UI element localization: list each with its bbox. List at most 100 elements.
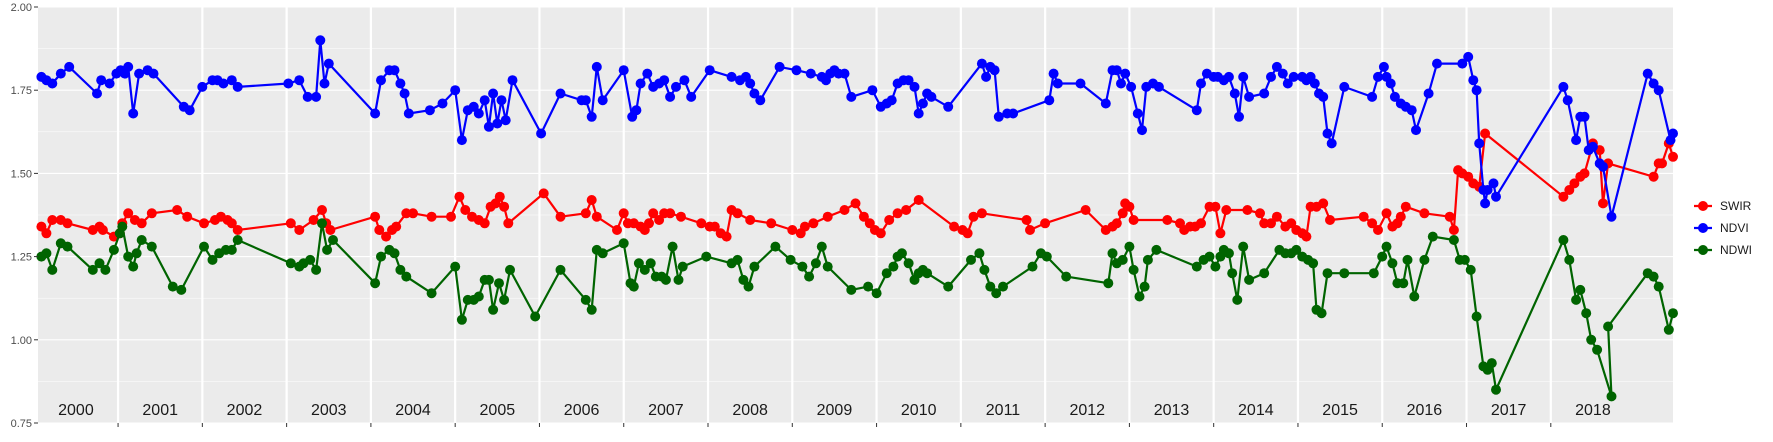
ndwi-point xyxy=(974,248,985,259)
swir-point xyxy=(308,215,319,225)
swir-point xyxy=(1358,211,1369,222)
ndvi-point xyxy=(1389,91,1400,102)
swir-point xyxy=(285,218,296,229)
swir-point xyxy=(1215,228,1226,239)
y-tick-label: 0.75 xyxy=(11,418,32,430)
swir-point xyxy=(294,225,305,235)
swir-point xyxy=(1271,211,1282,222)
swir-point xyxy=(381,231,392,242)
ndwi-point xyxy=(311,264,322,275)
ndwi-point xyxy=(785,254,796,265)
ndvi-point xyxy=(311,91,322,102)
ndvi-point xyxy=(1474,138,1485,149)
swir-point xyxy=(822,211,833,222)
ndwi-point xyxy=(1291,244,1302,255)
ndwi-point xyxy=(903,258,914,269)
ndvi-point xyxy=(591,61,602,72)
ndwi-point xyxy=(1564,254,1575,265)
ndvi-point xyxy=(134,68,145,79)
ndwi-point xyxy=(305,254,316,265)
ndvi-point xyxy=(1132,108,1143,119)
ndvi-point xyxy=(473,108,484,119)
ndwi-point xyxy=(804,271,815,282)
swir-point xyxy=(1367,218,1378,229)
legend: SWIR NDVI NDWI xyxy=(1694,199,1752,257)
year-label: 2000 xyxy=(58,402,94,419)
swir-point xyxy=(1021,215,1032,225)
ndvi-point xyxy=(1579,111,1590,122)
y-axis: 0.75 1.00 1.25 1.50 1.75 2.00 xyxy=(11,2,1552,430)
swir-point xyxy=(1301,231,1312,242)
ndwi-point xyxy=(673,274,684,285)
ndvi-point xyxy=(745,78,756,89)
ndvi-point xyxy=(774,61,785,72)
ndvi-point xyxy=(805,68,816,79)
ndwi-point xyxy=(1381,241,1392,252)
ndvi-point xyxy=(479,95,490,106)
ndvi-point xyxy=(1463,51,1474,62)
ndwi-point xyxy=(1117,254,1128,265)
swir-point xyxy=(850,198,861,209)
ndvi-point xyxy=(1373,71,1383,82)
swir-point xyxy=(612,225,622,235)
swir-point xyxy=(538,188,549,199)
swir-point xyxy=(226,218,237,229)
swir-point xyxy=(325,225,336,235)
swir-point xyxy=(1400,201,1411,212)
ndwi-point xyxy=(123,251,134,262)
legend-ndvi-marker xyxy=(1698,223,1708,233)
ndwi-point xyxy=(1223,248,1234,259)
ndwi-point xyxy=(1107,248,1118,259)
ndvi-point xyxy=(726,71,737,82)
swir-point xyxy=(555,211,566,222)
swir-point xyxy=(1648,171,1659,182)
ndvi-point xyxy=(483,121,494,132)
swir-point xyxy=(408,208,418,219)
swir-point xyxy=(696,218,707,229)
swir-point xyxy=(892,208,903,219)
ndvi-point xyxy=(909,81,920,92)
ndvi-point xyxy=(1385,78,1396,89)
swir-point xyxy=(648,208,659,219)
ndwi-point xyxy=(317,218,327,229)
swir-point xyxy=(374,225,385,235)
ndwi-point xyxy=(488,304,499,315)
swir-point xyxy=(1444,211,1455,222)
ndvi-point xyxy=(671,81,681,92)
ndwi-point xyxy=(888,261,899,272)
ndvi-point xyxy=(665,91,676,102)
ndvi-point xyxy=(618,65,629,76)
ndvi-point xyxy=(1326,138,1337,149)
ndwi-point xyxy=(822,261,833,272)
ndwi-point xyxy=(207,254,218,265)
ndvi-point xyxy=(1288,71,1299,82)
ndvi-point xyxy=(1480,198,1491,209)
ndwi-point xyxy=(483,274,494,285)
swir-point xyxy=(1210,201,1221,212)
legend-swir-marker xyxy=(1698,201,1708,211)
ndwi-point xyxy=(667,241,678,252)
ndvi-point xyxy=(64,61,75,72)
ndvi-point xyxy=(1116,78,1126,89)
ndwi-point xyxy=(494,278,504,289)
ndvi-point xyxy=(580,95,591,106)
ndwi-point xyxy=(863,281,874,292)
year-label: 2007 xyxy=(648,402,684,419)
ndvi-point xyxy=(659,75,670,86)
swir-point xyxy=(479,218,490,229)
ndvi-point xyxy=(104,78,115,89)
ndvi-point xyxy=(1488,178,1499,189)
ndvi-point xyxy=(1271,61,1282,72)
swir-point xyxy=(1569,178,1580,189)
swir-point xyxy=(146,208,157,219)
y-tick-label: 1.00 xyxy=(11,335,32,347)
ndwi-point xyxy=(146,241,157,252)
ndvi-point xyxy=(1238,71,1249,82)
year-label: 2013 xyxy=(1154,402,1190,419)
swir-point xyxy=(370,211,381,222)
ndwi-point xyxy=(677,261,688,272)
ndvi-point xyxy=(1432,58,1442,69)
year-labels: 2000 2001 2002 2003 2004 2005 2006 2007 2008 2009… xyxy=(58,402,1611,419)
ndvi-point xyxy=(1423,88,1434,99)
ndwi-point xyxy=(645,258,656,269)
